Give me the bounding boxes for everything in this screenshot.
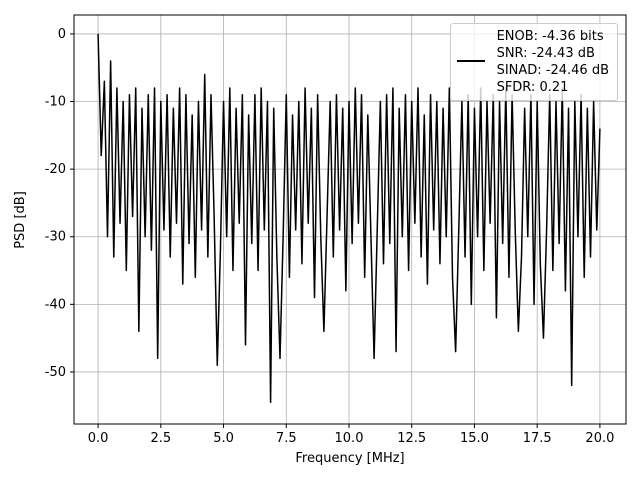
y-tick-label: -10: [45, 95, 66, 110]
y-tick-label: -20: [45, 162, 66, 177]
x-tick-label: 2.5: [150, 431, 171, 446]
psd-line: [97, 33, 601, 404]
legend-label: ENOB: -4.36 bits SNR: -24.43 dB SINAD: -…: [496, 29, 609, 95]
legend-swatch: [456, 60, 485, 62]
x-tick-label: 5.0: [213, 431, 234, 446]
plot-frame: [73, 14, 627, 425]
x-tick-label: 0.0: [88, 431, 109, 446]
x-tick-label: 20.0: [585, 431, 614, 446]
y-axis-label: PSD [dB]: [13, 191, 28, 249]
x-tick-label: 15.0: [460, 431, 489, 446]
x-axis-label: Frequency [MHz]: [295, 451, 404, 466]
x-tick-label: 10.0: [335, 431, 364, 446]
y-tick-label: -50: [45, 365, 66, 380]
y-tick-label: -40: [45, 297, 66, 312]
y-tick-label: -30: [45, 230, 66, 245]
legend: ENOB: -4.36 bits SNR: -24.43 dB SINAD: -…: [449, 23, 618, 101]
x-tick-label: 12.5: [397, 431, 426, 446]
x-tick-label: 7.5: [276, 431, 297, 446]
y-tick-label: 0: [58, 27, 66, 42]
x-tick-label: 17.5: [523, 431, 552, 446]
